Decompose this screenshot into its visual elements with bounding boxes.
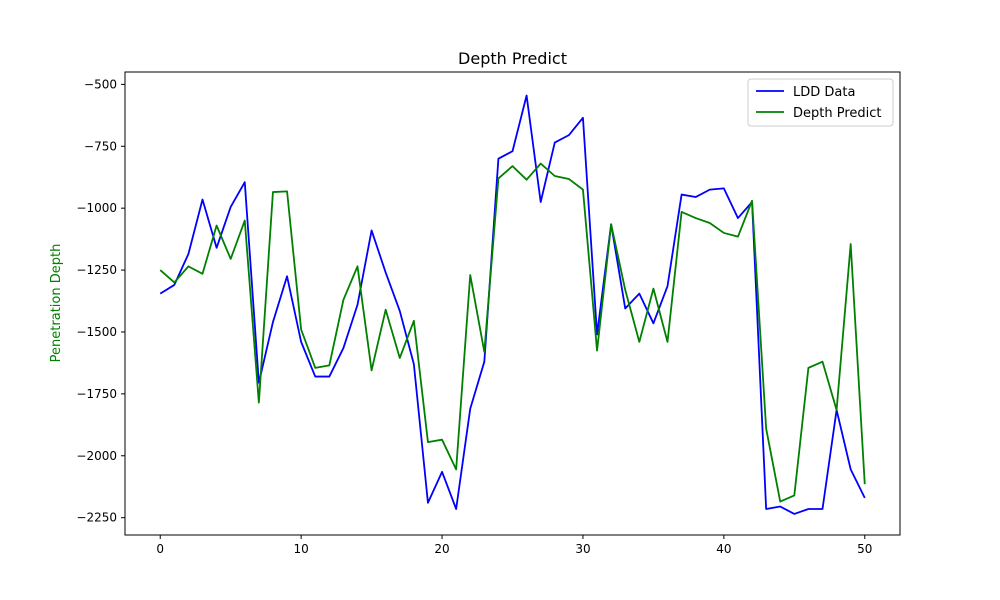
series-layer <box>159 94 866 515</box>
x-tick-label: 30 <box>575 542 590 556</box>
y-tick-label: −500 <box>84 77 117 91</box>
y-tick-label: −1500 <box>76 325 117 339</box>
x-tick-label: 10 <box>293 542 308 556</box>
legend-box <box>747 78 894 127</box>
chart-title: Depth Predict <box>458 49 567 68</box>
x-tick-label: 40 <box>716 542 731 556</box>
y-tick-label: −1250 <box>76 263 117 277</box>
legend-label-ldd-data: LDD Data <box>793 85 855 100</box>
x-tick-label: 50 <box>857 542 872 556</box>
x-tick-label: 20 <box>434 542 449 556</box>
x-tick-label: 0 <box>156 542 164 556</box>
y-tick-label: −2250 <box>76 511 117 525</box>
ticks-layer: 0 10 20 30 40 50 −500 −750 −1000 −1250 −1500 −1750 −… <box>76 77 872 556</box>
y-axis-label: Penetration Depth <box>49 244 64 363</box>
y-tick-label: −1000 <box>76 201 117 215</box>
y-tick-label: −2000 <box>76 449 117 463</box>
legend-label-depth-predict: Depth Predict <box>793 106 882 121</box>
legend: LDD Data Depth Predict <box>747 78 894 127</box>
series-line-depth-predict <box>159 162 866 503</box>
series-line-ldd-data <box>159 94 866 515</box>
y-tick-label: −1750 <box>76 387 117 401</box>
plot-area <box>125 72 900 535</box>
axes-frame <box>124 71 901 536</box>
y-tick-label: −750 <box>84 139 117 153</box>
